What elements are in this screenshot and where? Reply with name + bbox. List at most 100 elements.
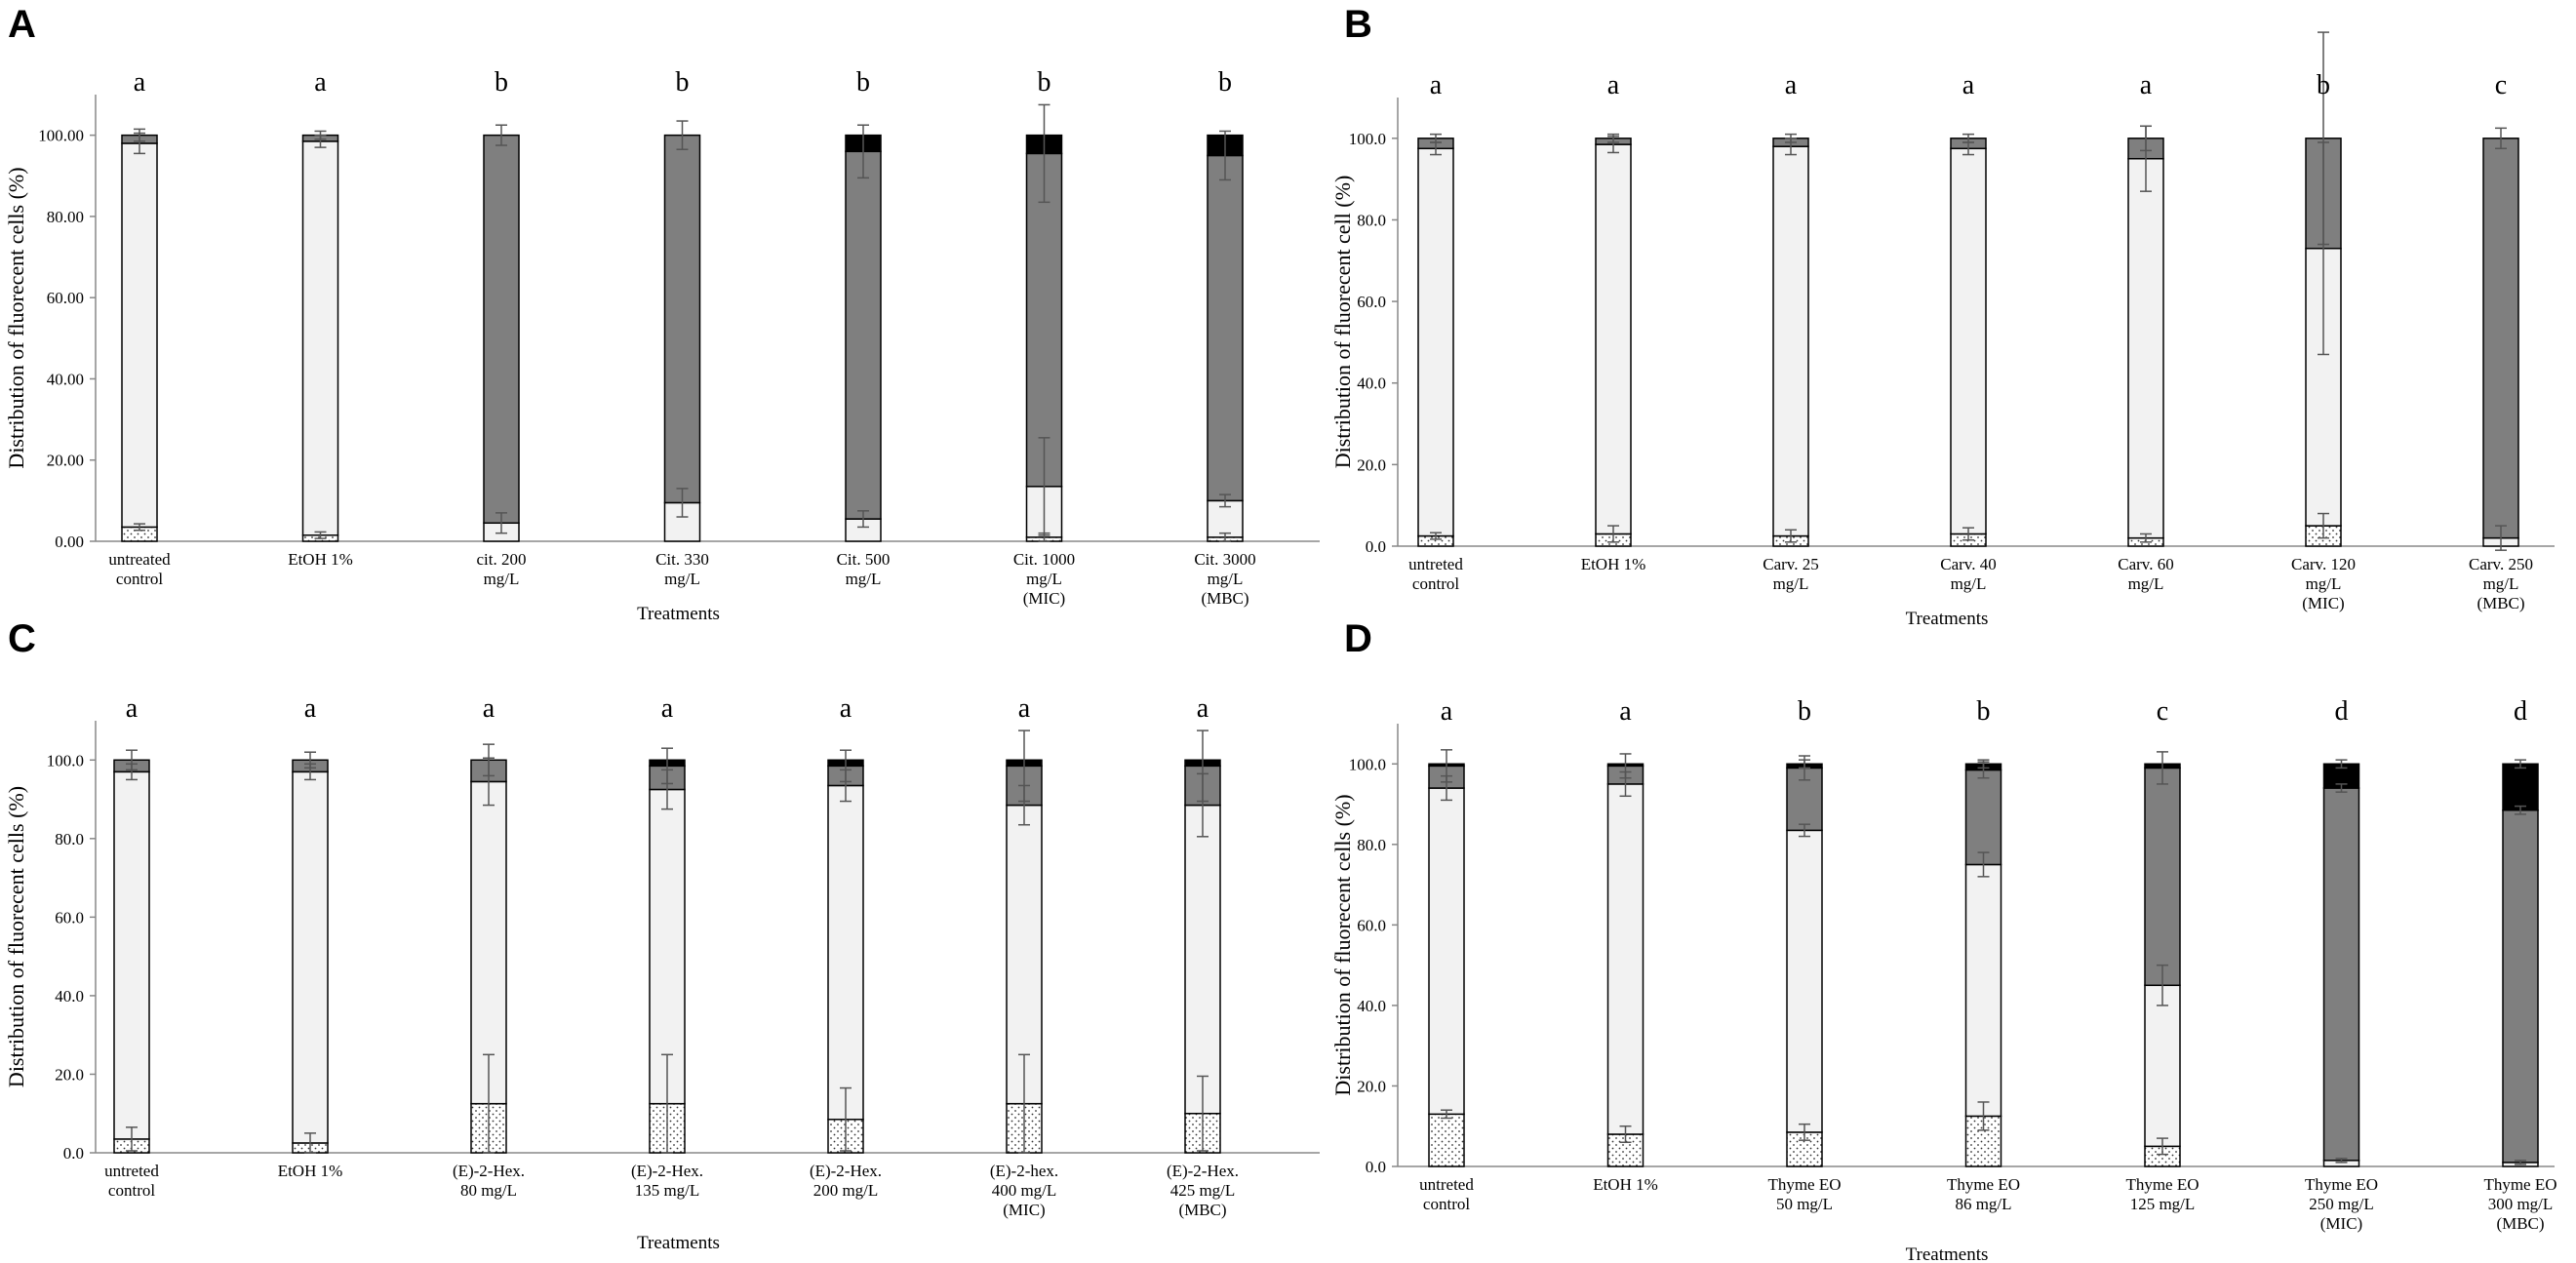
x-tick-label: mg/L [2483, 574, 2519, 593]
x-tick-label: untreted [1408, 555, 1463, 573]
error-bar [2335, 759, 2348, 770]
x-tick-label: mg/L [1951, 574, 1987, 593]
significance-letter: b [1977, 696, 1991, 727]
y-tick-label: 40.0 [55, 987, 84, 1006]
error-bar [1977, 1101, 1990, 1131]
x-tick-label: (MIC) [1003, 1201, 1045, 1219]
x-tick-label: Thyme EO [2125, 1175, 2199, 1194]
x-tick-label: Cit. 1000 [1013, 550, 1075, 569]
x-tick-label: Carv. 40 [1940, 555, 1996, 573]
error-bar [840, 749, 852, 783]
bar-segment-light [1417, 147, 1454, 537]
x-tick-label: Carv. 120 [2291, 555, 2356, 573]
significance-letter: a [1430, 70, 1443, 100]
error-bar [1799, 823, 1810, 838]
y-tick-label: 80.0 [1357, 836, 1386, 854]
x-tick-label: EtOH 1% [288, 550, 353, 569]
x-tick-label: Thyme EO [2483, 1175, 2556, 1194]
significance-letter: c [2495, 70, 2507, 100]
error-bar [126, 1126, 138, 1152]
y-tick-label: 60.00 [47, 289, 84, 307]
error-bar [304, 751, 316, 770]
y-tick-label: 60.0 [55, 908, 84, 927]
x-tick-label: mg/L [846, 570, 882, 588]
x-tick-label: EtOH 1% [1593, 1175, 1658, 1194]
bar-segment-dotted [1428, 1113, 1465, 1167]
x-tick-label: mg/L [1773, 574, 1809, 593]
error-bar [134, 128, 145, 142]
y-tick-label: 40.0 [1357, 375, 1386, 393]
significance-letter: a [1619, 696, 1632, 727]
bar-segment-gray [2482, 138, 2519, 539]
bar-segment-gray [1964, 769, 2002, 866]
panel-label: C [8, 617, 36, 660]
significance-letter: b [1218, 67, 1232, 98]
significance-letter: a [2140, 70, 2153, 100]
bar-segment-light [2144, 984, 2181, 1148]
error-bar [1018, 1053, 1030, 1154]
significance-letter: d [2514, 696, 2527, 727]
error-bar [1962, 133, 1974, 143]
significance-letter: a [840, 693, 852, 724]
significance-letter: d [2335, 696, 2349, 727]
x-tick-label: (E)-2-Hex. [453, 1162, 525, 1180]
x-tick-label: control [1423, 1195, 1470, 1213]
y-tick-label: 0.00 [55, 533, 84, 551]
error-bar [1619, 1125, 1632, 1143]
bar-segment-light [1606, 783, 1645, 1135]
error-bar [314, 531, 327, 539]
x-axis-title: Treatments [1906, 1244, 1989, 1263]
x-tick-label: 80 mg/L [460, 1181, 517, 1200]
significance-letter: b [2317, 70, 2330, 100]
bar-segment-light [1428, 787, 1465, 1116]
y-tick-label: 20.0 [55, 1065, 84, 1084]
y-tick-label: 100.00 [38, 127, 84, 145]
error-bar [2515, 1160, 2526, 1165]
y-axis-title: Distribution of fluorecent cells (%) [1330, 794, 1355, 1095]
x-tick-label: control [116, 570, 163, 588]
error-bar [676, 120, 689, 150]
error-bar [661, 1053, 673, 1154]
x-tick-label: mg/L [664, 570, 700, 588]
y-tick-label: 60.0 [1357, 916, 1386, 934]
bar-segment-light [292, 770, 329, 1144]
x-tick-label: (MIC) [2302, 594, 2344, 612]
error-bar [857, 124, 869, 179]
error-bar [483, 743, 495, 777]
x-tick-label: EtOH 1% [1581, 555, 1646, 573]
error-bar [2335, 783, 2348, 793]
error-bar [1219, 493, 1231, 508]
bar-segment-light [1595, 143, 1632, 535]
error-bar [1962, 527, 1974, 541]
error-bar [2335, 1157, 2348, 1164]
x-tick-label: 50 mg/L [1776, 1195, 1833, 1213]
significance-letter: a [1785, 70, 1798, 100]
y-tick-label: 40.00 [47, 370, 84, 388]
error-bar [1799, 759, 1810, 770]
error-bar [1018, 730, 1030, 803]
error-bar [1219, 532, 1231, 542]
x-tick-label: cit. 200 [477, 550, 527, 569]
x-tick-label: (MIC) [2320, 1214, 2362, 1233]
significance-letter: a [661, 693, 674, 724]
significance-letter: a [1018, 693, 1031, 724]
error-bar [2157, 1137, 2168, 1156]
x-tick-label: control [108, 1181, 155, 1200]
x-tick-label: (MBC) [1178, 1201, 1226, 1219]
bar-segment-light [121, 142, 158, 529]
x-tick-label: Thyme EO [2305, 1175, 2378, 1194]
y-axis-title: Distribution of fluorecent cells (%) [4, 786, 28, 1087]
x-tick-label: 125 mg/L [2130, 1195, 2196, 1213]
y-tick-label: 100.0 [1349, 755, 1386, 773]
error-bar [2157, 751, 2168, 785]
bar-segment-gray [1025, 152, 1063, 488]
bar-segment-light [1950, 147, 1987, 535]
error-bar [495, 512, 507, 534]
panel-label: B [1344, 3, 1372, 46]
x-tick-label: mg/L [2128, 574, 2164, 593]
significance-letter: a [1197, 693, 1209, 724]
y-tick-label: 20.00 [47, 452, 84, 470]
error-bar [2515, 805, 2526, 815]
bar-segment-gray [2144, 767, 2181, 987]
x-tick-label: 250 mg/L [2309, 1195, 2374, 1213]
